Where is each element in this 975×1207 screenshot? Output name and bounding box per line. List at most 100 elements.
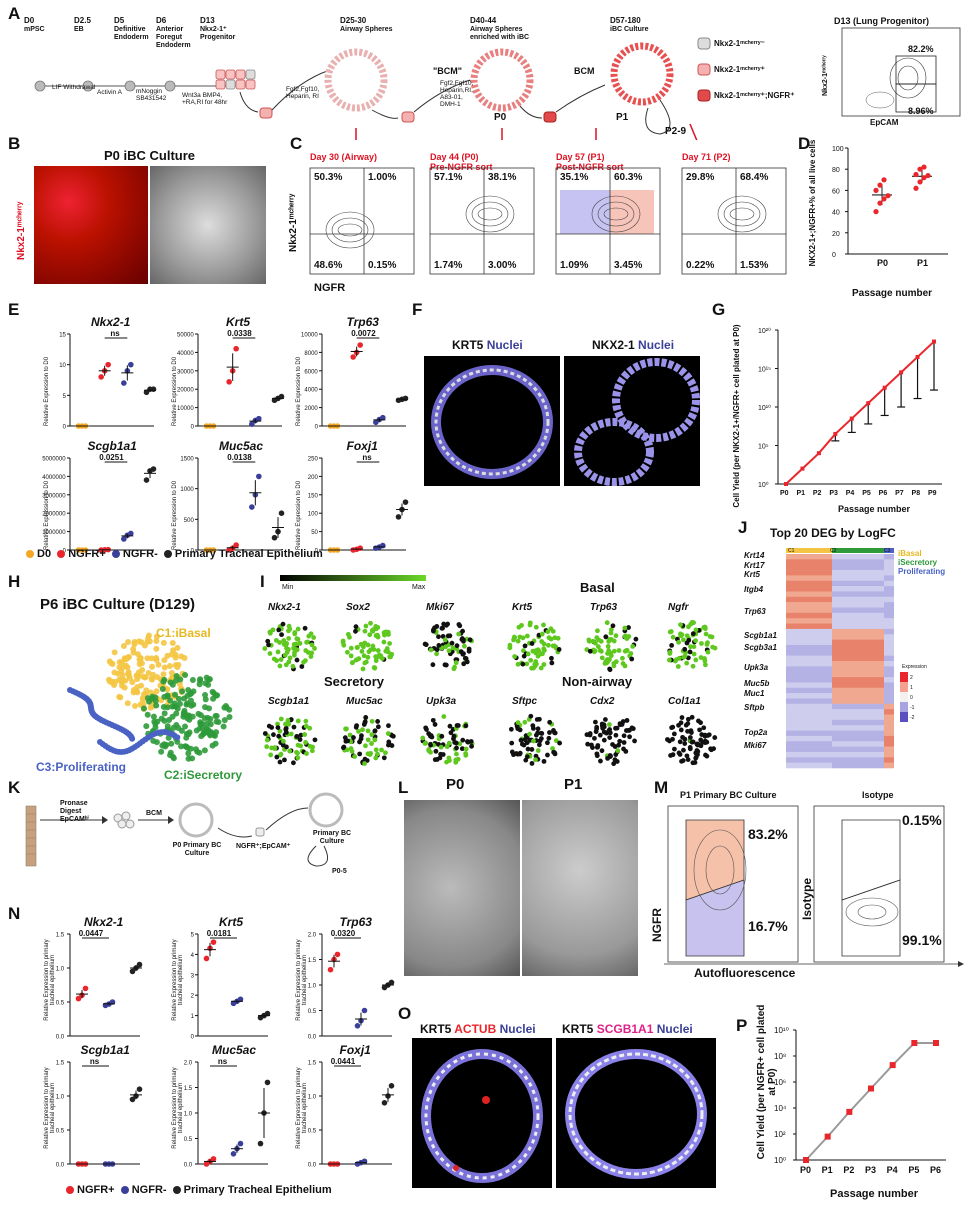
heat-cell: [884, 693, 894, 699]
cell-point: [210, 695, 217, 702]
cell-point: [592, 719, 598, 725]
cell-point: [459, 637, 465, 642]
heat-cell: [786, 650, 832, 656]
cell-point: [523, 733, 529, 739]
cell-point: [708, 747, 714, 753]
data-point: [234, 998, 240, 1005]
cell-point: [145, 635, 152, 642]
cell-point: [613, 659, 619, 665]
cell-point: [170, 755, 177, 762]
tick-label: 1.5: [308, 958, 317, 964]
data-point: [331, 423, 337, 429]
cell-point: [372, 737, 378, 743]
cell-point: [276, 733, 282, 739]
cell-point: [457, 741, 463, 747]
plot-frame: [555, 167, 661, 275]
l-p0-image: [404, 800, 520, 976]
i-gene-label: Trp63: [590, 602, 618, 613]
cell-point: [137, 701, 144, 708]
cell-point: [519, 660, 524, 666]
cell-point: [226, 714, 233, 721]
tick-label: 1500: [180, 457, 194, 463]
cell-point: [527, 737, 533, 743]
cell-point: [185, 687, 192, 694]
data-point: [106, 1001, 112, 1007]
data-point: [210, 939, 217, 945]
cell-point: [446, 755, 452, 761]
cell-point: [200, 731, 207, 738]
c-xlabel: NGFR: [314, 282, 346, 294]
tick-label: 0.5: [56, 1129, 65, 1135]
cell-point: [152, 694, 159, 701]
category-label: P8: [912, 490, 921, 497]
data-point: [388, 979, 395, 986]
cell-point: [106, 720, 113, 727]
p-value: 0.0181: [207, 929, 232, 938]
data-point: [327, 547, 334, 553]
cell-point: [589, 742, 594, 748]
cell-point: [138, 682, 145, 689]
cell-point: [680, 624, 686, 630]
cell-point: [142, 674, 149, 681]
cell-point: [153, 645, 160, 652]
cell-point: [265, 736, 271, 742]
cell-point: [67, 687, 73, 693]
cell-point: [693, 629, 699, 634]
cell-point: [115, 670, 122, 677]
cell-point: [507, 645, 513, 651]
cell-point: [344, 726, 349, 732]
cell-point: [171, 700, 178, 707]
cell-point: [166, 727, 173, 734]
cell-point: [468, 739, 474, 744]
tick-label: 2.0: [184, 1061, 193, 1067]
cell-point: [141, 691, 148, 698]
cell-point: [592, 735, 597, 741]
heat-cell: [884, 719, 894, 726]
cell-point: [362, 761, 367, 766]
cell-point: [685, 757, 691, 762]
cell-point: [122, 656, 129, 663]
cell-point: [152, 724, 159, 731]
cell-point: [440, 625, 445, 631]
quadrant-ll: 48.6%: [314, 260, 343, 271]
tick-label: 0.5: [308, 1129, 317, 1135]
cell-point: [549, 655, 554, 661]
cell-point: [680, 758, 686, 763]
cell-point: [211, 732, 218, 739]
heat-cell: [786, 666, 832, 672]
cell-point: [302, 658, 308, 664]
data-point: [866, 401, 871, 406]
cell-point: [372, 728, 378, 734]
tick-label: 10000: [301, 333, 318, 339]
cell-point: [538, 651, 544, 657]
cell-point: [134, 676, 141, 683]
cell-point: [603, 717, 608, 722]
cell-point: [286, 635, 292, 641]
cell-point: [354, 645, 360, 650]
cell-point: [117, 725, 124, 732]
panel-label-f: F: [412, 300, 423, 319]
cell-point: [693, 627, 699, 633]
cell-point: [267, 629, 273, 635]
m-iso-top-pct: 0.15%: [902, 812, 942, 828]
cell-point: [173, 710, 180, 717]
p0-label: P0: [494, 112, 507, 123]
i-gene-label: Mki67: [426, 602, 454, 613]
cell-point: [678, 622, 683, 628]
panel-label-e: E: [8, 300, 20, 319]
cell-point: [138, 660, 145, 667]
data-point: [327, 966, 334, 973]
cell-point: [375, 719, 381, 724]
data-point: [376, 416, 383, 423]
cell-point: [203, 725, 210, 732]
cell-point: [463, 723, 469, 729]
cell-point: [88, 708, 95, 715]
data-point: [143, 477, 150, 483]
cell-point: [529, 641, 535, 646]
heat-cell: [832, 714, 884, 721]
cell-point: [297, 737, 303, 742]
cell-point: [422, 641, 428, 647]
cell-point: [454, 751, 459, 757]
cell-point: [109, 660, 116, 667]
data-point: [101, 368, 108, 374]
